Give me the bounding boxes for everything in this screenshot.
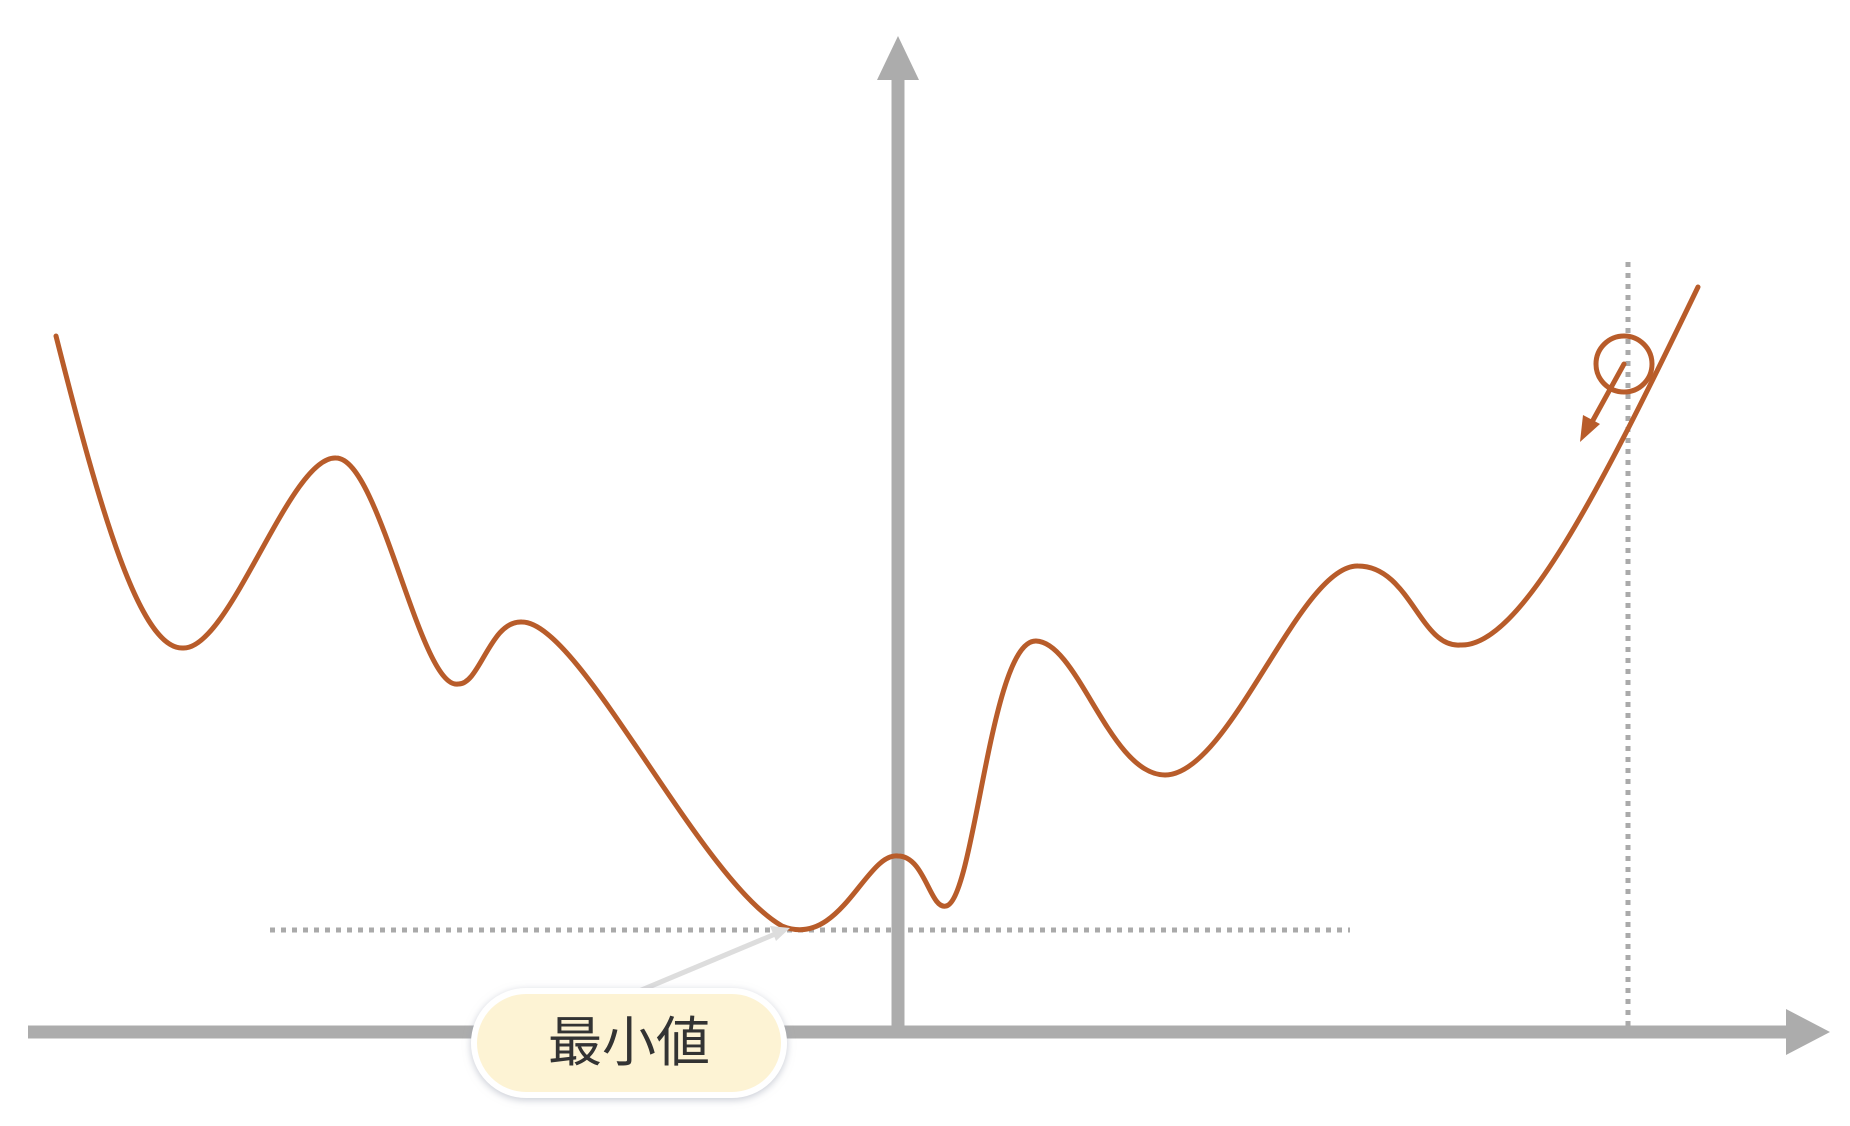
arrow-right-icon: [1786, 1009, 1830, 1055]
current-point-marker: [1593, 333, 1655, 395]
minimum-label-text: 最小値: [548, 1011, 710, 1074]
arrow-down-left-icon: [1580, 361, 1627, 442]
minimum-pointer: [631, 929, 781, 997]
minimum-pointer-head: [770, 926, 790, 941]
minimum-label: 最小値: [471, 988, 787, 1098]
arrow-up-icon: [877, 36, 919, 80]
function-curve: [53, 284, 1701, 933]
minimum-label-box: [471, 988, 787, 1098]
